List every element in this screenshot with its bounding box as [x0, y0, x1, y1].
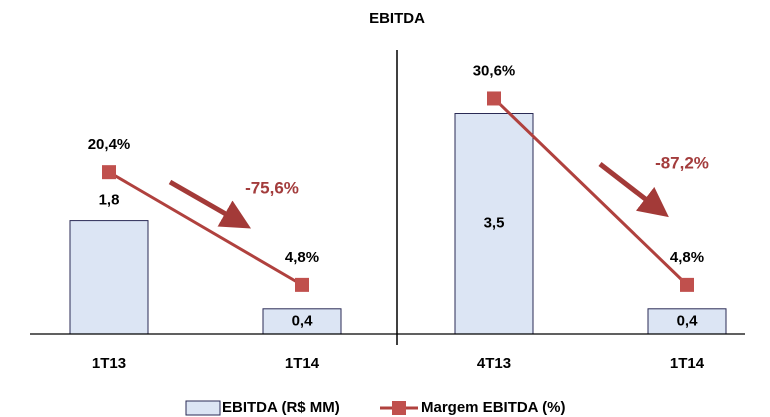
line-marker	[487, 91, 501, 106]
data-label: 0,4	[677, 312, 699, 329]
x-tick-label: 4T13	[477, 355, 511, 372]
bar	[69, 220, 149, 335]
bar	[454, 113, 534, 335]
line-marker	[102, 165, 116, 180]
data-label: 30,6%	[473, 62, 516, 79]
x-tick-label: 1T14	[285, 355, 320, 372]
line-marker	[295, 277, 309, 292]
data-label: 20,4%	[88, 136, 131, 153]
legend-label: EBITDA (R$ MM)	[222, 399, 340, 416]
annotation: -87,2%	[655, 153, 709, 172]
annotation: -75,6%	[245, 178, 299, 197]
x-tick-label: 1T13	[92, 355, 126, 372]
data-label: 3,5	[484, 215, 505, 232]
line	[108, 170, 303, 287]
line	[492, 97, 689, 286]
data-label: 0,4	[292, 312, 314, 329]
bar	[262, 308, 342, 335]
data-label: 4,8%	[670, 249, 704, 266]
legend-swatch	[185, 400, 221, 416]
legend-swatch	[392, 401, 406, 415]
data-label: 4,8%	[285, 249, 319, 266]
legend-label: Margem EBITDA (%)	[421, 399, 565, 416]
chart-title: EBITDA	[369, 10, 425, 27]
line-marker	[680, 277, 694, 292]
bar	[647, 308, 727, 335]
x-tick-label: 1T14	[670, 355, 705, 372]
data-label: 1,8	[99, 192, 120, 209]
arrow	[598, 162, 669, 218]
arrow	[168, 179, 252, 229]
